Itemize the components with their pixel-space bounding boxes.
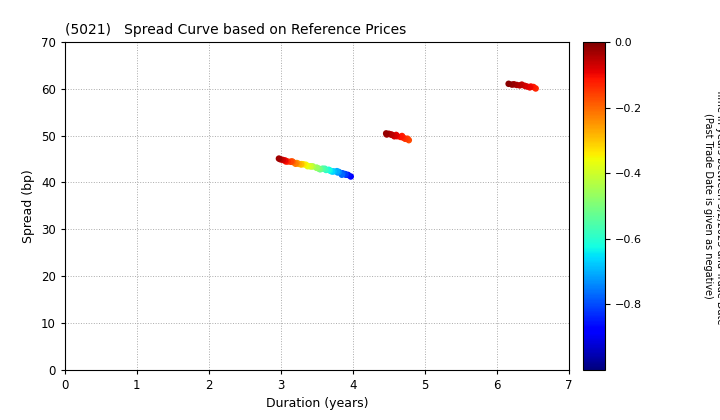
Point	[339, 171, 351, 177]
Point	[277, 157, 289, 163]
Point	[295, 161, 307, 168]
Point	[530, 85, 541, 92]
Point	[333, 168, 345, 175]
Point	[331, 168, 343, 175]
Point	[328, 168, 339, 175]
Point	[282, 158, 294, 165]
Y-axis label: Time in years between 5/2/2025 and Trade Date
(Past Trade Date is given as negat: Time in years between 5/2/2025 and Trade…	[703, 88, 720, 324]
Point	[387, 131, 398, 138]
Point	[336, 171, 348, 178]
Point	[516, 81, 528, 88]
Point	[503, 81, 514, 87]
Point	[400, 136, 411, 142]
Point	[285, 158, 297, 165]
Point	[337, 170, 348, 176]
Point	[345, 173, 356, 180]
Point	[390, 131, 402, 138]
Point	[302, 163, 313, 170]
Text: (5021)   Spread Curve based on Reference Prices: (5021) Spread Curve based on Reference P…	[65, 23, 406, 37]
Point	[319, 165, 330, 172]
Point	[274, 156, 286, 163]
Point	[514, 82, 526, 89]
Point	[521, 83, 533, 90]
Point	[287, 159, 299, 165]
Point	[380, 130, 392, 137]
Point	[298, 161, 310, 168]
Point	[340, 171, 351, 178]
Point	[342, 171, 354, 178]
Point	[293, 160, 305, 167]
Point	[305, 163, 317, 170]
Point	[280, 158, 292, 165]
Point	[287, 158, 298, 165]
Point	[313, 165, 325, 172]
Point	[508, 81, 520, 88]
Point	[279, 157, 291, 164]
Point	[326, 168, 338, 175]
Point	[524, 84, 536, 91]
Point	[391, 133, 402, 139]
Point	[323, 166, 335, 173]
Point	[291, 160, 302, 166]
Point	[383, 131, 395, 137]
Point	[402, 135, 413, 142]
Point	[395, 134, 406, 140]
Point	[310, 164, 322, 171]
Point	[307, 163, 319, 170]
Point	[385, 131, 397, 138]
Point	[397, 134, 409, 141]
Point	[273, 155, 284, 162]
Point	[315, 166, 326, 173]
Point	[528, 84, 539, 90]
Point	[300, 161, 312, 168]
Point	[320, 167, 332, 173]
Point	[317, 165, 328, 172]
Point	[305, 163, 316, 170]
Point	[519, 82, 531, 89]
Y-axis label: Spread (bp): Spread (bp)	[22, 169, 35, 243]
Point	[511, 81, 523, 88]
Point	[396, 133, 408, 139]
Point	[312, 165, 323, 171]
Point	[403, 137, 415, 144]
Point	[332, 169, 343, 176]
Point	[389, 133, 400, 139]
Point	[290, 160, 302, 167]
Point	[525, 83, 536, 90]
X-axis label: Duration (years): Duration (years)	[266, 397, 368, 410]
Point	[381, 131, 392, 138]
Point	[296, 161, 307, 168]
Point	[324, 167, 336, 174]
Point	[506, 81, 518, 88]
